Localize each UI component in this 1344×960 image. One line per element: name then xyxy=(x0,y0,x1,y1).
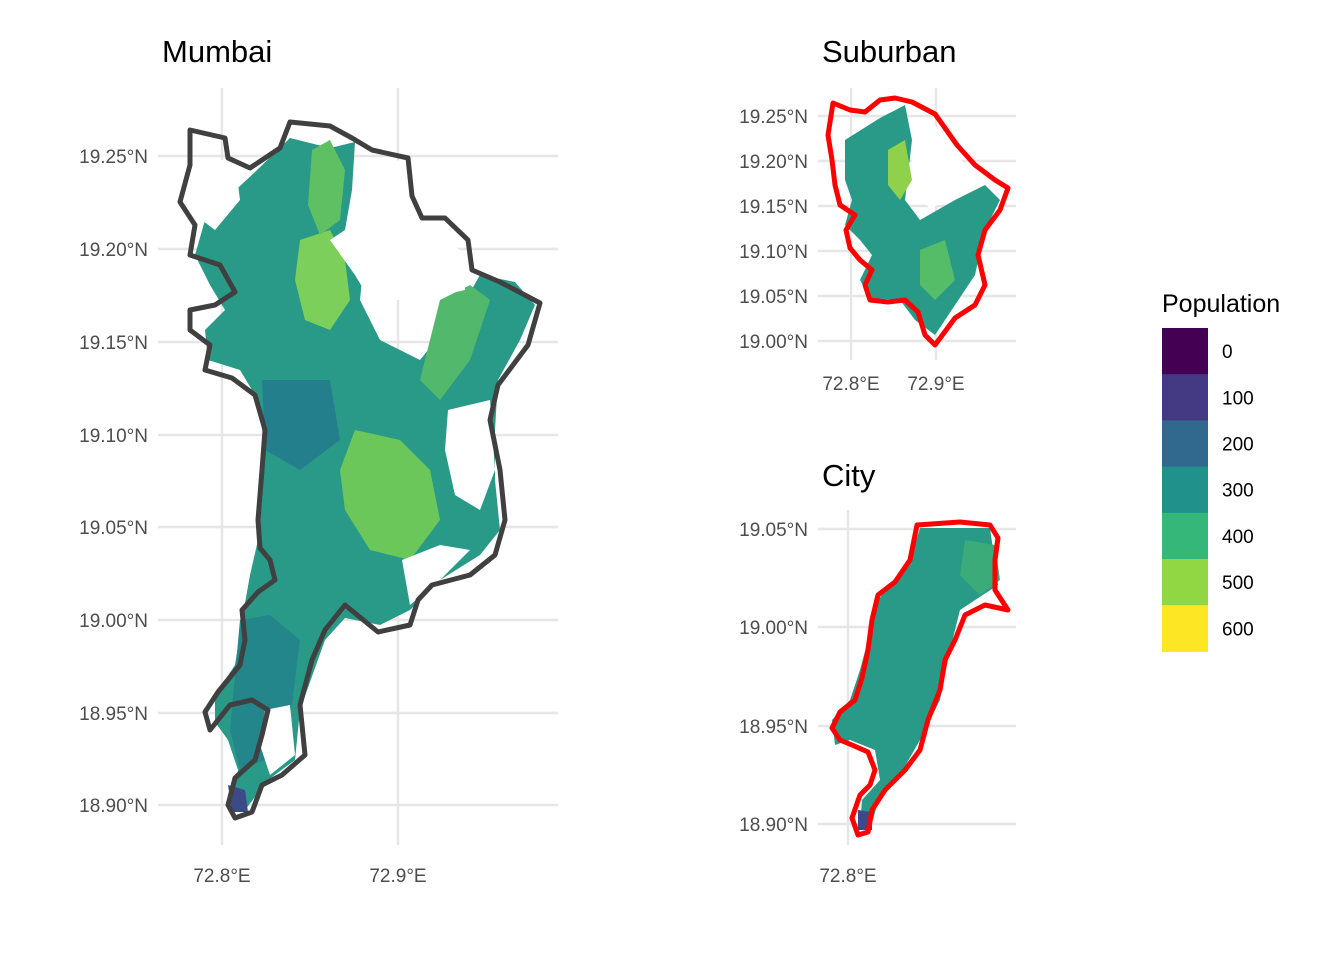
suburban-lon-tick-labels: 72.8°E 72.9°E xyxy=(822,374,964,395)
lat-tick-label: 19.05°N xyxy=(739,287,808,308)
legend-title: Population xyxy=(1162,290,1280,318)
legend-label: 300 xyxy=(1222,481,1254,502)
legend-swatch xyxy=(1162,605,1208,652)
lat-tick-label: 19.05°N xyxy=(79,518,148,539)
mumbai-boundary xyxy=(177,119,543,821)
legend-swatch xyxy=(1162,559,1208,606)
legend-items: 0 100 200 300 400 500 600 xyxy=(1162,328,1254,652)
suburban-boundary xyxy=(825,95,1011,348)
city-panel: City 19.05°N 19.00°N 18.95°N 18.90°N 72.… xyxy=(739,458,1016,887)
legend-swatch xyxy=(1162,512,1208,560)
lat-tick-label: 19.15°N xyxy=(79,333,148,354)
city-title: City xyxy=(822,458,876,493)
legend-swatch xyxy=(1162,466,1208,514)
suburban-population-raster xyxy=(845,105,1000,335)
lon-tick-label: 72.8°E xyxy=(822,374,879,395)
city-lat-tick-labels: 19.05°N 19.00°N 18.95°N 18.90°N xyxy=(739,520,808,836)
suburban-lat-tick-labels: 19.25°N 19.20°N 19.15°N 19.10°N 19.05°N … xyxy=(739,107,808,353)
mumbai-population-raster xyxy=(195,138,535,812)
suburban-panel: Suburban 19.25°N 19.20°N 19.15°N 19.10°N… xyxy=(739,34,1016,395)
legend-label: 0 xyxy=(1222,342,1233,363)
lat-tick-label: 18.95°N xyxy=(739,717,808,738)
lat-tick-label: 18.90°N xyxy=(79,796,148,817)
lat-tick-label: 19.00°N xyxy=(739,332,808,353)
mumbai-lon-tick-labels: 72.8°E 72.9°E xyxy=(193,866,426,887)
mumbai-title: Mumbai xyxy=(162,34,272,69)
legend-swatch xyxy=(1162,328,1208,375)
legend-label: 400 xyxy=(1222,527,1254,548)
lat-tick-label: 19.00°N xyxy=(79,611,148,632)
legend-label: 200 xyxy=(1222,435,1254,456)
lat-tick-label: 19.20°N xyxy=(79,240,148,261)
lat-tick-label: 19.20°N xyxy=(739,152,808,173)
lon-tick-label: 72.9°E xyxy=(907,374,964,395)
lon-tick-label: 72.9°E xyxy=(369,866,426,887)
lat-tick-label: 19.15°N xyxy=(739,197,808,218)
city-population-raster xyxy=(832,528,1000,830)
lat-tick-label: 19.25°N xyxy=(739,107,808,128)
legend-label: 600 xyxy=(1222,619,1254,640)
city-boundary xyxy=(829,519,1011,838)
lon-tick-label: 72.8°E xyxy=(193,866,250,887)
legend-label: 500 xyxy=(1222,573,1254,594)
lat-tick-label: 19.10°N xyxy=(739,242,808,263)
legend-label: 100 xyxy=(1222,388,1254,409)
suburban-title: Suburban xyxy=(822,34,956,69)
mumbai-lat-tick-labels: 19.25°N 19.20°N 19.15°N 19.10°N 19.05°N … xyxy=(79,147,148,817)
mumbai-panel: Mumbai 19.25°N 19.20°N 19.15°N 19.10°N 1… xyxy=(79,34,558,887)
lon-tick-label: 72.8°E xyxy=(819,866,876,887)
lat-tick-label: 19.05°N xyxy=(739,520,808,541)
lat-tick-label: 18.90°N xyxy=(739,815,808,836)
population-legend: Population 0 100 200 300 400 500 600 xyxy=(1162,290,1280,652)
city-lon-tick-labels: 72.8°E xyxy=(819,866,876,887)
lat-tick-label: 18.95°N xyxy=(79,704,148,725)
lat-tick-label: 19.10°N xyxy=(79,426,148,447)
lat-tick-label: 19.00°N xyxy=(739,618,808,639)
legend-swatch xyxy=(1162,420,1208,468)
legend-swatch xyxy=(1162,374,1208,421)
lat-tick-label: 19.25°N xyxy=(79,147,148,168)
